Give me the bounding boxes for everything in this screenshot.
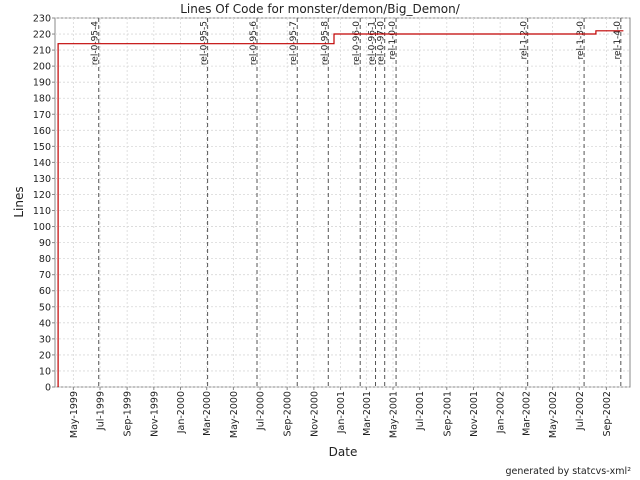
x-tick-label: Sep-2000: [283, 391, 294, 437]
x-axis: May-1999 Jul-1999 Sep-1999 Nov-1999 Jan-2000…: [69, 387, 613, 438]
y-tick-label: 230: [33, 14, 51, 25]
y-tick-label: 40: [39, 318, 51, 329]
y-tick-label: 100: [33, 222, 51, 233]
generated-by-footer: generated by statcvs-xml²: [505, 466, 631, 477]
release-label: rel-0-96-1: [368, 21, 378, 65]
loc-series-line: [57, 30, 624, 387]
plot-area: [54, 17, 631, 388]
release-label: rel-0-95-8: [320, 21, 330, 65]
y-tick-label: 30: [39, 334, 51, 345]
y-tick-label: 0: [45, 383, 51, 394]
release-label: rel-1-2-0: [520, 21, 530, 60]
y-tick-label: 200: [33, 62, 51, 73]
x-tick-label: Nov-2001: [469, 391, 480, 437]
x-tick-label: Nov-2000: [309, 391, 320, 437]
release-label: rel-0-96-0: [352, 21, 362, 65]
x-tick-label: Jul-1999: [96, 391, 107, 431]
release-layer: rel-0-95-4 rel-0-95-5 rel-0-95-6 rel-0-95-7…: [91, 18, 623, 387]
x-tick-label: May-2000: [229, 391, 240, 438]
x-tick-label: Nov-1999: [149, 391, 160, 437]
y-tick-label: 10: [39, 366, 51, 377]
y-tick-label: 20: [39, 350, 51, 361]
x-tick-label: Jul-2001: [415, 391, 426, 431]
x-tick-label: Mar-2000: [202, 391, 213, 436]
x-tick-label: May-2002: [548, 391, 559, 438]
release-label: rel-1-0-0: [388, 21, 398, 60]
x-tick-label: Jan-2002: [496, 391, 507, 434]
y-tick-label: 210: [33, 46, 51, 57]
y-tick-label: 120: [33, 190, 51, 201]
y-tick-label: 190: [33, 78, 51, 89]
y-tick-label: 180: [33, 94, 51, 105]
y-tick-label: 130: [33, 174, 51, 185]
y-tick-label: 90: [39, 238, 51, 249]
x-tick-label: May-2001: [389, 391, 400, 438]
y-tick-label: 220: [33, 30, 51, 41]
y-axis: 0 10 20 30 40 50 60 70 80 90 100 110 120 130 140 150 160…: [33, 14, 55, 394]
y-tick-label: 110: [33, 206, 51, 217]
x-tick-label: Mar-2001: [362, 391, 373, 436]
y-tick-label: 80: [39, 254, 51, 265]
x-tick-label: Sep-1999: [123, 391, 134, 437]
y-tick-label: 60: [39, 286, 51, 297]
x-tick-label: Jan-2001: [336, 391, 347, 434]
x-tick-label: Sep-2001: [442, 391, 453, 437]
x-tick-label: May-1999: [69, 391, 80, 438]
y-tick-label: 160: [33, 126, 51, 137]
x-tick-label: Jul-2002: [575, 391, 586, 431]
release-label: rel-1-3-0: [576, 21, 586, 60]
y-axis-label: Lines: [12, 186, 26, 217]
x-axis-label: Date: [329, 445, 358, 459]
y-tick-label: 70: [39, 270, 51, 281]
x-tick-label: Mar-2002: [521, 391, 532, 436]
release-label: rel-0-95-5: [200, 21, 210, 65]
release-label: rel-0-97-0: [377, 21, 387, 65]
release-label: rel-0-95-7: [289, 21, 299, 65]
release-label: rel-1-4-0: [613, 21, 623, 60]
release-label: rel-0-95-6: [249, 21, 259, 65]
y-tick-label: 170: [33, 110, 51, 121]
x-tick-label: Jan-2000: [176, 391, 187, 434]
grid-layer: [55, 17, 630, 388]
y-tick-label: 140: [33, 158, 51, 169]
release-label: rel-0-95-4: [91, 21, 101, 65]
x-tick-label: Sep-2002: [602, 391, 613, 437]
y-tick-label: 50: [39, 302, 51, 313]
series-layer: [57, 30, 624, 387]
chart-title: Lines Of Code for monster/demon/Big_Demo…: [180, 2, 460, 16]
x-tick-label: Jul-2000: [256, 391, 267, 431]
y-tick-label: 150: [33, 142, 51, 153]
